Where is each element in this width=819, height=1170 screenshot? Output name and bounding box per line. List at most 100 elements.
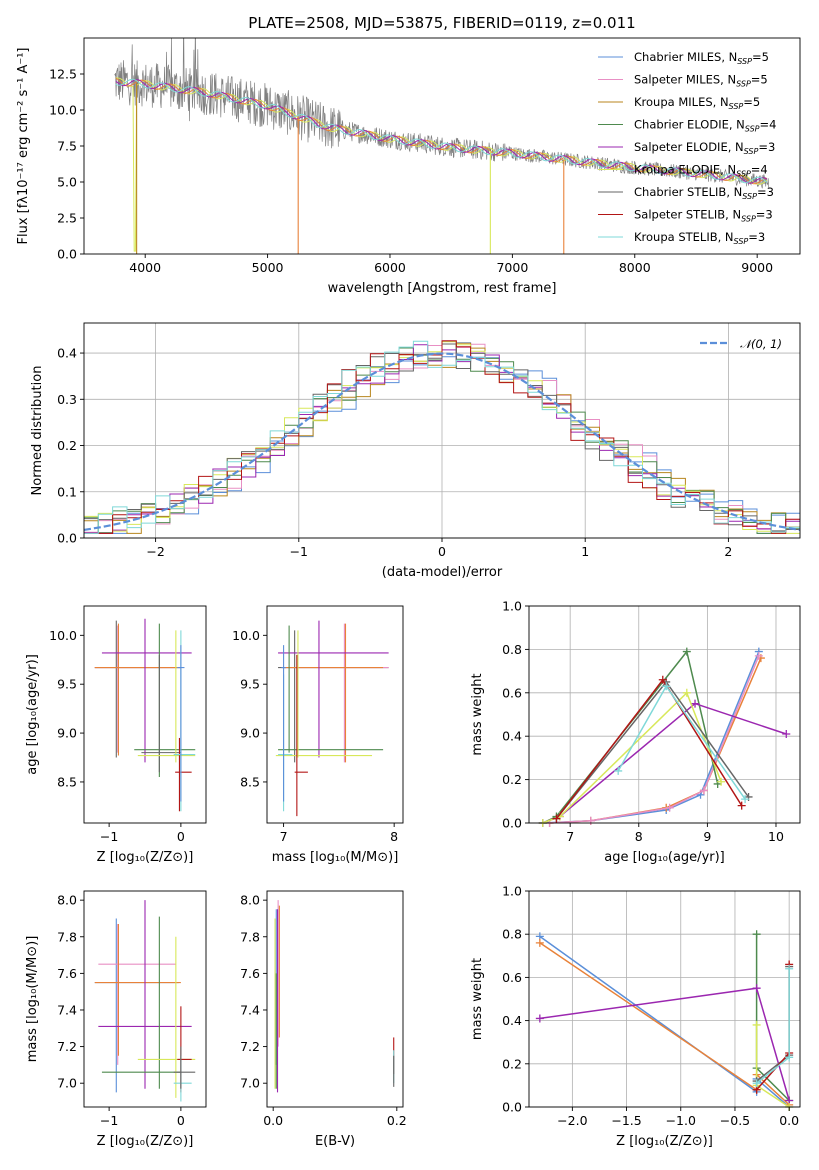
y-axis-label: age [log₁₀(age/yr)]: [25, 654, 40, 775]
x-tick-label: 0.0: [779, 1113, 799, 1128]
plot-area-mass_weight_vs_Z: [535, 930, 794, 1111]
axes-mass_vs_Z: −1 0 7.0 7.2 7.4 7.6 7.8 8.0 Z [log₁₀(Z/Z⊙)] mass…: [25, 890, 207, 1149]
weight-line-3: [539, 987, 790, 1101]
legend-subscript: SSP: [745, 125, 760, 134]
errorbar-2: [94, 623, 178, 756]
y-tick-label: 8.0: [57, 893, 77, 908]
weight-marker: [754, 651, 763, 660]
errorbar-8: [173, 630, 196, 812]
axes-mass_weight_vs_Z: −2.0 −1.5 −1.0 −0.5 0.0 0.0 0.2 0.4 0.6 0.8 1.0 Z […: [470, 884, 801, 1149]
y-tick-label: 0.8: [502, 642, 522, 657]
errorbar-1: [98, 923, 176, 1065]
legend-entry-label: Chabrier ELODIE, NSSP=4: [634, 118, 776, 134]
weight-marker: [752, 984, 761, 993]
y-tick-label: 7.6: [240, 966, 260, 981]
y-tick-label: 0.4: [502, 729, 522, 744]
weight-marker: [658, 675, 667, 684]
weight-line-0: [539, 935, 790, 1108]
weight-marker: [586, 816, 595, 825]
legend-subscript: SSP: [734, 237, 749, 246]
legend-entry-label: Kroupa MILES, NSSP=5: [634, 95, 760, 111]
x-tick-label: 8000: [619, 260, 651, 275]
legend-entry-label: Kroupa STELIB, NSSP=3: [634, 230, 765, 246]
weight-marker: [691, 699, 700, 708]
weight-marker: [785, 964, 794, 973]
weight-marker: [614, 766, 623, 775]
residual-histogram-0: [84, 342, 800, 534]
legend-nssp-value: =3: [758, 140, 775, 154]
errorbar-7: [278, 674, 293, 812]
axes-mass_vs_ebv: 0.0 0.2 7.0 7.2 7.4 7.6 7.8 8.0 E(B-V): [240, 890, 407, 1149]
errorbar-0: [278, 630, 389, 763]
x-tick-label: 8: [635, 829, 643, 844]
x-tick-label: 0: [177, 829, 185, 844]
y-axis-label: mass weight: [470, 958, 485, 1040]
y-tick-label: 7.2: [240, 1039, 260, 1054]
legend-subscript: SSP: [736, 80, 751, 89]
weight-marker: [682, 688, 691, 697]
y-tick-label: 0.2: [502, 772, 522, 787]
errorbar-6: [294, 654, 308, 817]
y-tick-label: 7.8: [57, 929, 77, 944]
errorbar-4: [101, 916, 181, 1089]
axes-residuals: 𝒩(0, 1) −2 −1 0 1 2 0.0 0.1 0.2 0.3 0.4 (data-model…: [30, 322, 801, 580]
x-tick-label: 10: [768, 829, 784, 844]
errorbar-7: [175, 737, 192, 812]
errorbar-6: [177, 1006, 192, 1093]
x-tick-label: 7000: [496, 260, 528, 275]
x-axis-label: Z [log₁₀(Z/Z⊙)]: [97, 1134, 194, 1149]
legend-subscript: SSP: [736, 170, 751, 179]
x-tick-label: −0.5: [720, 1113, 750, 1128]
y-tick-label: 0.1: [57, 484, 77, 499]
x-axis-label: Z [log₁₀(Z/Z⊙)]: [616, 1134, 713, 1149]
y-axis-label: mass weight: [470, 673, 485, 755]
spectrum-model-line-0: [115, 77, 768, 252]
weight-line-7: [756, 968, 790, 1084]
legend-nssp-value: =3: [756, 208, 773, 222]
legend-subscript: SSP: [729, 102, 744, 111]
weight-marker: [752, 1020, 761, 1029]
x-tick-label: −1: [290, 544, 308, 559]
y-tick-label: 10.0: [49, 628, 77, 643]
y-tick-label: 7.5: [57, 139, 77, 154]
y-tick-label: 8.5: [240, 774, 260, 789]
weight-marker: [699, 786, 708, 795]
y-tick-label: 7.0: [240, 1076, 260, 1091]
x-tick-label: 7: [566, 829, 574, 844]
y-tick-label: 7.4: [57, 1002, 77, 1017]
plot-layer: Chabrier MILES, NSSP=5 Salpeter MILES, NS…: [16, 37, 801, 1149]
y-tick-label: 9.0: [240, 726, 260, 741]
y-tick-label: 0.4: [502, 1013, 522, 1028]
x-axis-label: (data-model)/error: [382, 565, 503, 580]
axes-frame: [266, 890, 404, 1108]
x-tick-label: 0: [177, 1113, 185, 1128]
legend-subscript: SSP: [741, 215, 756, 224]
y-tick-label: 0.6: [502, 685, 522, 700]
y-tick-label: 7.2: [57, 1039, 77, 1054]
x-tick-label: 5000: [252, 260, 284, 275]
x-tick-label: 9000: [741, 260, 773, 275]
legend-entry-label: Kroupa ELODIE, NSSP=4: [634, 163, 768, 179]
x-axis-label: E(B-V): [315, 1134, 355, 1149]
plot-area-mass_vs_ebv: [274, 900, 395, 1093]
x-tick-label: 0.0: [263, 1113, 283, 1128]
weight-marker: [552, 814, 561, 823]
errorbar-1: [94, 625, 181, 753]
x-axis-label: Z [log₁₀(Z/Z⊙)]: [97, 850, 194, 865]
plot-area-spectrum: [114, 38, 770, 254]
errorbar-5: [141, 654, 181, 773]
y-tick-label: 10.0: [232, 628, 260, 643]
weight-marker: [741, 795, 750, 804]
errorbar-0: [94, 918, 179, 1093]
figure-title: PLATE=2508, MJD=53875, FIBERID=0119, z=0…: [248, 14, 635, 32]
legend-subscript: SSP: [742, 192, 757, 201]
spectrum-legend: Chabrier MILES, NSSP=5 Salpeter MILES, NS…: [598, 50, 776, 246]
y-tick-label: 0.2: [57, 438, 77, 453]
x-tick-label: 9: [703, 829, 711, 844]
y-axis-label: mass [log₁₀(M/M⊙)]: [25, 936, 40, 1063]
plot-area-age_vs_Z: [94, 618, 196, 812]
y-tick-label: 8.5: [57, 774, 77, 789]
weight-line-1: [539, 942, 790, 1106]
y-tick-label: 10.0: [49, 103, 77, 118]
legend-entry-label: Chabrier STELIB, NSSP=3: [634, 185, 774, 201]
